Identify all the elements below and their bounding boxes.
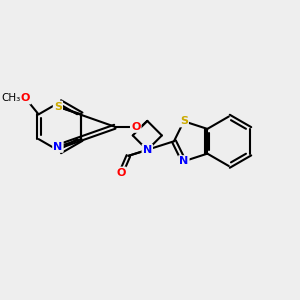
Text: O: O — [116, 168, 126, 178]
Text: O: O — [21, 93, 30, 103]
Text: N: N — [143, 145, 152, 155]
Text: S: S — [180, 116, 188, 126]
Text: N: N — [179, 156, 188, 166]
Text: S: S — [54, 102, 62, 112]
Text: CH₃: CH₃ — [1, 93, 21, 103]
Text: N: N — [53, 142, 62, 152]
Text: O: O — [131, 122, 140, 132]
